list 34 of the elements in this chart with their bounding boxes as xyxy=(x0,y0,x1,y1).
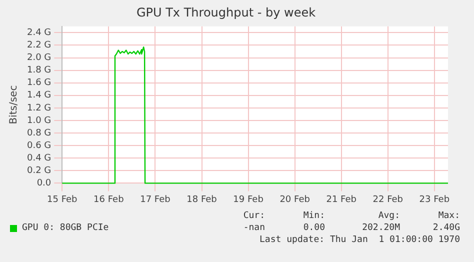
y-tick-label: 2.4 G xyxy=(26,28,52,38)
text: Last update: Thu Jan 1 01:00:00 1970 xyxy=(258,234,460,246)
x-tick-label: 21 Feb xyxy=(326,194,357,205)
x-tick-label: 18 Feb xyxy=(186,194,218,205)
text: Min: xyxy=(302,211,325,221)
y-tick-label: 0.8 G xyxy=(26,128,52,138)
y-tick-label: 1.0 G xyxy=(26,116,52,126)
x-tick-label: 16 Feb xyxy=(94,194,124,205)
text: Avg: xyxy=(377,211,400,221)
y-tick-label: 0.2 G xyxy=(26,166,52,176)
text: Max: xyxy=(437,211,460,221)
y-tick-label: 1.2 G xyxy=(26,103,52,114)
text: 2.40G xyxy=(432,223,460,233)
x-tick-label: 15 Feb xyxy=(47,194,78,205)
x-tick-label: 17 Feb xyxy=(140,194,171,205)
text: 202.20M xyxy=(361,223,400,233)
chart-title: GPU Tx Throughput - by week xyxy=(136,5,316,20)
y-tick-label: 1.8 G xyxy=(26,66,52,76)
legend-label: GPU 0: 80GB PCIe xyxy=(22,223,109,233)
y-tick-label: 1.6 G xyxy=(26,78,52,88)
y-tick-label: 1.4 G xyxy=(26,90,52,101)
y-axis-title: Bits/sec xyxy=(8,85,20,124)
y-tick-label: 0.4 G xyxy=(26,153,52,164)
x-tick-label: 22 Feb xyxy=(372,194,404,205)
y-tick-label: 2.2 G xyxy=(26,40,52,51)
x-tick-label: 23 Feb xyxy=(419,194,450,205)
y-tick-label: 2.0 G xyxy=(26,53,52,64)
y-tick-label: 0.6 G xyxy=(26,140,52,151)
text: Cur: xyxy=(242,211,265,221)
x-tick-label: 20 Feb xyxy=(280,194,310,205)
x-tick-label: 19 Feb xyxy=(233,194,264,205)
text: 0.00 xyxy=(302,223,325,233)
y-tick-label: 0.0 xyxy=(36,178,52,189)
text: -nan xyxy=(242,223,265,233)
